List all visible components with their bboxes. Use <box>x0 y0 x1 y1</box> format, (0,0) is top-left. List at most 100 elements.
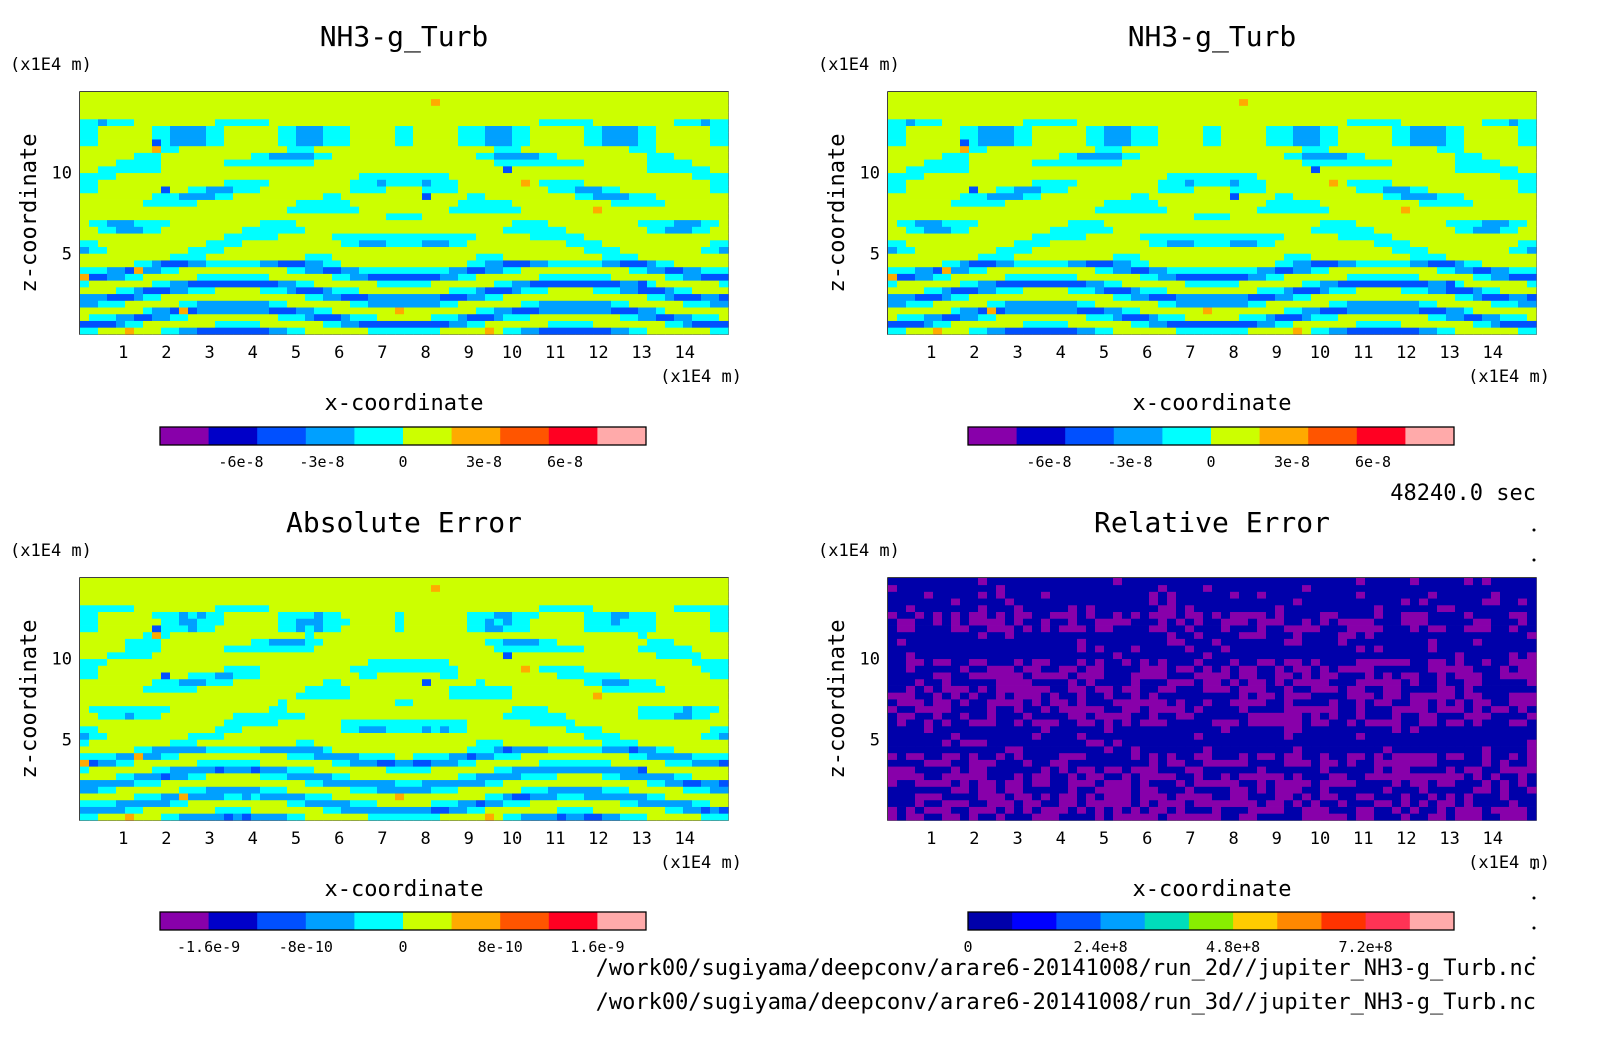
heatmap-cell <box>1041 239 1051 248</box>
heatmap-cell <box>1347 313 1357 321</box>
heatmap-cell <box>1293 293 1303 301</box>
heatmap-cell <box>368 199 378 207</box>
heatmap-cell <box>1410 327 1420 335</box>
heatmap-cell <box>1284 98 1294 106</box>
heatmap-cell <box>422 246 432 254</box>
heatmap-cell <box>602 172 612 180</box>
heatmap-cell <box>134 213 144 221</box>
heatmap-cell <box>215 233 225 241</box>
heatmap-cell <box>942 273 952 281</box>
heatmap-cell <box>1140 219 1150 227</box>
heatmap-cell <box>224 226 234 234</box>
heatmap-cell <box>260 192 270 200</box>
heatmap-cell <box>1203 327 1213 335</box>
heatmap-cell <box>1410 139 1420 147</box>
heatmap-cell <box>170 139 180 147</box>
heatmap-cell <box>1149 273 1159 281</box>
heatmap-cell <box>251 172 261 180</box>
heatmap-cell <box>440 98 450 106</box>
heatmap-cell <box>1113 293 1123 301</box>
heatmap-cell <box>1284 132 1294 140</box>
heatmap-cell <box>1176 307 1186 315</box>
heatmap-cell <box>449 98 459 106</box>
heatmap-cell <box>134 219 144 227</box>
heatmap-cell <box>942 92 952 100</box>
heatmap-cell <box>1419 246 1429 254</box>
heatmap-cell <box>89 92 99 100</box>
heatmap-cell <box>107 192 117 200</box>
heatmap-cell <box>269 132 279 140</box>
heatmap-cell <box>278 172 288 180</box>
heatmap-cell <box>1284 320 1294 328</box>
heatmap-cell <box>539 139 549 147</box>
heatmap-cell <box>1086 239 1096 248</box>
heatmap-cell <box>584 159 594 167</box>
heatmap-cell <box>1059 260 1069 268</box>
heatmap-cell <box>1122 226 1132 234</box>
heatmap-cell <box>1041 307 1051 315</box>
colorbar-tick-label: 0 <box>1206 453 1215 471</box>
heatmap-cell <box>1194 213 1204 221</box>
heatmap-cell <box>1419 233 1429 241</box>
heatmap-cell <box>1077 260 1087 268</box>
heatmap-cell <box>404 226 414 234</box>
heatmap-cell <box>638 152 648 160</box>
heatmap-cell <box>89 246 99 254</box>
heatmap-cell <box>665 260 675 268</box>
heatmap-cell <box>530 172 540 180</box>
colorbar-2: -6e-8 -3e-8 0 3e-8 6e-8 <box>967 426 1455 471</box>
heatmap-cell <box>80 112 90 120</box>
heatmap-cell <box>476 327 486 335</box>
heatmap-cell <box>1095 293 1105 301</box>
heatmap-cell <box>692 280 702 288</box>
heatmap-cell <box>341 206 351 214</box>
heatmap-cell <box>960 260 970 268</box>
heatmap-cell <box>314 246 324 254</box>
heatmap-cell <box>1014 213 1024 221</box>
heatmap-cell <box>467 159 477 167</box>
heatmap-cell <box>323 253 333 261</box>
heatmap-cell <box>305 253 315 261</box>
heatmap-cell <box>251 186 261 194</box>
heatmap-cell <box>1122 253 1132 261</box>
heatmap-cell <box>1212 300 1222 308</box>
heatmap-cell <box>125 260 135 268</box>
heatmap-cell <box>906 186 916 194</box>
heatmap-cell <box>1140 286 1150 295</box>
heatmap-cell <box>350 92 360 100</box>
heatmap-cell <box>1266 286 1276 295</box>
heatmap-cell <box>906 159 916 167</box>
heatmap-cell <box>996 260 1006 268</box>
heatmap-cell <box>251 125 261 133</box>
heatmap-cell <box>161 132 171 140</box>
heatmap-cell <box>548 145 558 153</box>
heatmap-cell <box>620 320 630 328</box>
heatmap-cell <box>458 239 468 248</box>
heatmap-cell <box>134 239 144 248</box>
heatmap-cell <box>1302 239 1312 248</box>
heatmap-cell <box>969 313 979 321</box>
heatmap-cell <box>1041 179 1051 187</box>
heatmap-cell <box>1149 145 1159 153</box>
heatmap-cell <box>206 246 216 254</box>
colorbar-swatch <box>1356 427 1406 445</box>
heatmap-cell <box>584 293 594 301</box>
heatmap-cell <box>134 145 144 153</box>
heatmap-cell <box>305 226 315 234</box>
heatmap-cell <box>80 266 90 274</box>
heatmap-cell <box>386 327 396 335</box>
heatmap-cell <box>1374 213 1384 221</box>
heatmap-cell <box>404 286 414 295</box>
heatmap-cell <box>647 199 657 207</box>
heatmap-cell <box>1266 152 1276 160</box>
heatmap-cell <box>197 172 207 180</box>
heatmap-cell <box>692 293 702 301</box>
heatmap-cell <box>665 233 675 241</box>
heatmap-cell <box>359 300 369 308</box>
heatmap-cell <box>170 213 180 221</box>
heatmap-cell <box>1374 286 1384 295</box>
heatmap-cell <box>1374 260 1384 268</box>
heatmap-cell <box>1419 239 1429 248</box>
heatmap-cell <box>1230 300 1240 308</box>
heatmap-cell <box>269 139 279 147</box>
